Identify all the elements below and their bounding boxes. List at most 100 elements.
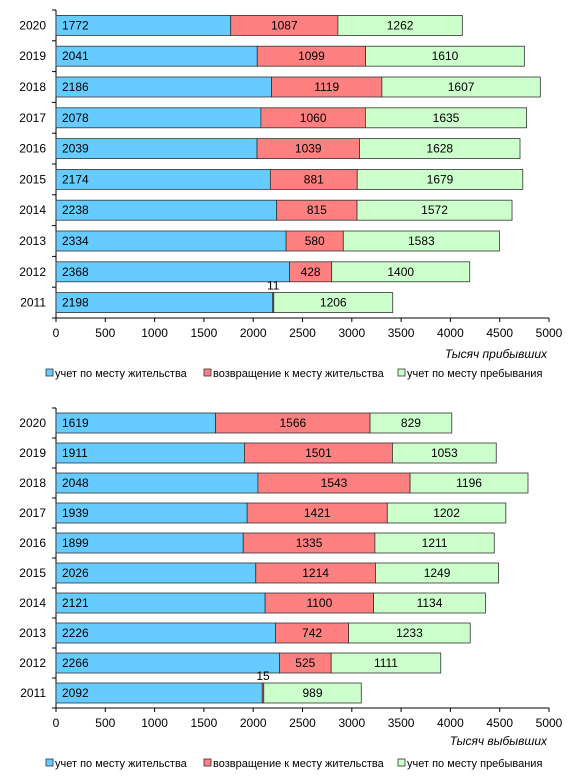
data-label: 1583 <box>408 234 435 248</box>
data-label: 2174 <box>62 172 89 186</box>
data-label: 1202 <box>433 506 460 520</box>
data-label: 989 <box>302 686 322 700</box>
x-tick-label: 0 <box>53 326 60 340</box>
y-tick-label: 2012 <box>19 656 46 670</box>
bar-segment <box>369 412 453 434</box>
data-label: 1111 <box>374 656 398 670</box>
x-tick-label: 4000 <box>437 716 464 730</box>
y-tick-label: 2016 <box>19 536 46 550</box>
y-tick-label: 2015 <box>19 566 46 580</box>
bar-segment <box>409 472 529 494</box>
x-tick-label: 3000 <box>338 326 365 340</box>
data-label: 881 <box>304 172 324 186</box>
x-tick-label: 500 <box>95 326 115 340</box>
data-label: 1566 <box>279 416 306 430</box>
x-tick-label: 3500 <box>388 716 415 730</box>
bar-segment <box>55 199 278 221</box>
data-label: 15 <box>256 669 270 683</box>
data-label: 1610 <box>432 49 459 63</box>
x-tick-label: 1500 <box>191 326 218 340</box>
data-label: 1134 <box>417 596 443 610</box>
bar-segment <box>55 622 276 644</box>
data-label: 1335 <box>296 536 323 550</box>
y-tick-label: 2014 <box>19 596 46 610</box>
x-axis-title: Тысяч выбывших <box>450 734 548 748</box>
data-label: 1543 <box>321 476 348 490</box>
data-label: 1119 <box>314 80 339 94</box>
bar-segment <box>359 138 521 160</box>
y-tick-label: 2018 <box>19 80 46 94</box>
bar-segment <box>342 230 500 252</box>
y-tick-label: 2014 <box>19 203 46 217</box>
data-label: 742 <box>302 626 322 640</box>
x-tick-label: 500 <box>95 716 115 730</box>
data-label: 11 <box>267 279 280 293</box>
data-label: 1039 <box>295 142 322 156</box>
x-tick-label: 3000 <box>338 716 365 730</box>
bar-segment <box>392 442 497 464</box>
x-tick-label: 4000 <box>437 326 464 340</box>
data-label: 1214 <box>302 566 329 580</box>
x-tick-label: 2500 <box>289 326 316 340</box>
x-tick-label: 4500 <box>486 326 513 340</box>
bar-segment <box>55 230 287 252</box>
legend-entry: учет по месту жительства <box>55 368 188 380</box>
data-label: 1772 <box>62 18 89 32</box>
y-tick-label: 2011 <box>20 686 46 700</box>
data-label: 2041 <box>62 49 89 63</box>
data-label: 1635 <box>433 111 460 125</box>
data-label: 2121 <box>62 596 89 610</box>
legend-entry: возвращение к месту жительства <box>213 368 385 380</box>
x-tick-label: 2500 <box>289 716 316 730</box>
y-tick-label: 2016 <box>19 142 46 156</box>
data-label: 2334 <box>62 234 89 248</box>
data-label: 1099 <box>298 49 325 63</box>
data-label: 2198 <box>62 296 89 310</box>
legend-entry: учет по месту пребывания <box>407 758 542 770</box>
data-label: 2039 <box>62 142 89 156</box>
data-label: 1100 <box>306 596 332 610</box>
data-label: 2186 <box>62 80 89 94</box>
data-label: 815 <box>307 203 327 217</box>
data-label: 829 <box>401 416 421 430</box>
data-label: 2092 <box>62 686 89 700</box>
data-label: 525 <box>295 656 315 670</box>
y-tick-label: 2019 <box>19 49 46 63</box>
data-label: 1607 <box>448 80 475 94</box>
bar-segment <box>381 76 541 98</box>
x-tick-label: 5000 <box>536 716 563 730</box>
data-label: 1899 <box>62 536 89 550</box>
data-label: 1628 <box>426 142 453 156</box>
x-tick-label: 1000 <box>141 326 168 340</box>
data-label: 1249 <box>424 566 451 580</box>
bar-segment <box>348 622 471 644</box>
legend-swatch <box>45 758 54 767</box>
data-label: 1911 <box>62 446 88 460</box>
y-tick-label: 2015 <box>19 172 46 186</box>
x-tick-label: 0 <box>53 716 60 730</box>
y-tick-label: 2013 <box>19 626 46 640</box>
bar-segment <box>386 502 507 524</box>
x-tick-label: 4500 <box>486 716 513 730</box>
data-label: 1572 <box>421 203 448 217</box>
bar-segment <box>55 652 280 674</box>
y-tick-label: 2017 <box>19 111 46 125</box>
data-label: 1679 <box>427 172 454 186</box>
y-tick-label: 2017 <box>19 506 46 520</box>
data-label: 2048 <box>62 476 89 490</box>
bar-segment <box>330 652 442 674</box>
bar-segment <box>337 14 463 36</box>
data-label: 1421 <box>304 506 331 520</box>
x-tick-label: 2000 <box>240 326 267 340</box>
bar-segment <box>263 682 362 704</box>
legend-entry: возвращение к месту жительства <box>213 758 385 770</box>
bar-segment <box>374 532 495 554</box>
legend-swatch <box>203 758 212 767</box>
y-tick-label: 2013 <box>19 234 46 248</box>
data-label: 1087 <box>271 18 298 32</box>
data-label: 1501 <box>305 446 332 460</box>
data-label: 2368 <box>62 265 89 279</box>
x-tick-label: 5000 <box>536 326 563 340</box>
y-tick-label: 2018 <box>19 476 46 490</box>
legend-swatch <box>397 758 406 767</box>
